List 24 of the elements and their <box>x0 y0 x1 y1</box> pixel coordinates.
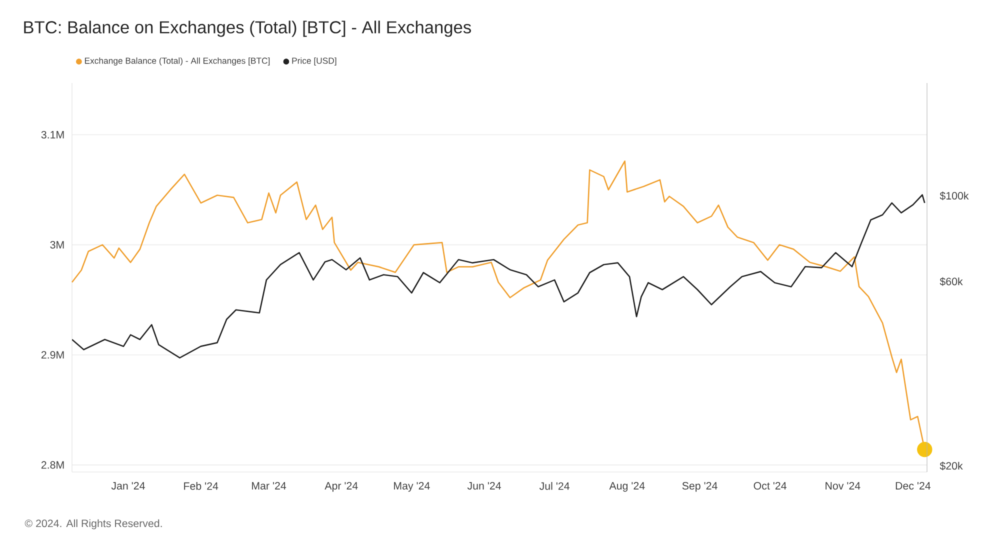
y2-tick-label: $60k <box>940 277 963 286</box>
y-tick-label: 2.8M <box>41 461 64 469</box>
legend-label: Exchange Balance (Total) - All Exchanges [BTC] <box>84 57 270 66</box>
x-tick-label: Jul '24 <box>539 482 570 490</box>
y-tick-label: 3M <box>50 241 64 249</box>
x-tick-label: Oct '24 <box>754 482 786 490</box>
x-tick-label: Dec '24 <box>896 482 931 490</box>
x-tick-label: Jun '24 <box>467 482 501 490</box>
y2-tick-label: $20k <box>940 462 963 470</box>
x-tick-label: Sep '24 <box>682 482 718 492</box>
x-tick-label: Mar '24 <box>252 482 286 490</box>
chart-title: BTC: Balance on Exchanges (Total) [BTC] - All Exchanges <box>24 20 471 37</box>
line-series <box>72 194 926 358</box>
x-tick-label: Aug '24 <box>609 482 645 492</box>
x-tick-label: Nov '24 <box>826 482 860 490</box>
text: © 2024. All Rights Reserved. <box>24 519 162 530</box>
y-tick-label: 3.1M <box>41 130 64 138</box>
y2-tick-label: $100k <box>940 192 969 200</box>
y-tick-label: 2.9M <box>41 351 64 359</box>
x-tick-label: May '24 <box>394 482 430 492</box>
legend-label: Price [USD] <box>292 57 336 66</box>
x-tick-label: Feb '24 <box>184 482 218 490</box>
x-tick-label: Jan '24 <box>111 482 145 490</box>
x-tick-label: Apr '24 <box>324 482 358 492</box>
